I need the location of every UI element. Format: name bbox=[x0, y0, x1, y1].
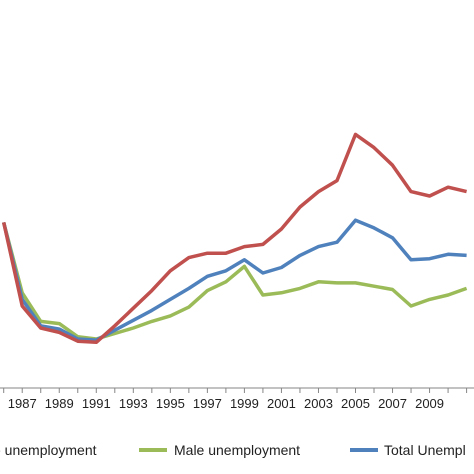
x-tick-label-1995: 1995 bbox=[156, 396, 185, 411]
legend-item-female: e unemployment bbox=[0, 442, 97, 458]
x-tick-label-1993: 1993 bbox=[119, 396, 148, 411]
x-tick-label-2003: 2003 bbox=[304, 396, 333, 411]
x-axis: 1987 1989 1991 1993 1995 1997 1999 2001 2003 2005… bbox=[0, 387, 474, 411]
legend-label-total: Total Unempl bbox=[384, 442, 466, 458]
series-line-female-unemployment bbox=[1, 132, 468, 345]
series-line-male-unemployment bbox=[2, 221, 468, 341]
legend-item-male: Male unemployment bbox=[139, 442, 300, 458]
x-tick-label-1987: 1987 bbox=[8, 396, 37, 411]
legend-label-female: e unemployment bbox=[0, 442, 97, 458]
x-tick-label-1999: 1999 bbox=[230, 396, 259, 411]
x-tick-label-2009: 2009 bbox=[415, 396, 444, 411]
x-tick-label-2005: 2005 bbox=[341, 396, 370, 411]
x-tick-label-2001: 2001 bbox=[267, 396, 296, 411]
x-tick-label-1991: 1991 bbox=[82, 396, 111, 411]
series-lines bbox=[1, 132, 468, 345]
legend-item-total: Total Unempl bbox=[350, 442, 466, 458]
x-tick-label-2007: 2007 bbox=[378, 396, 407, 411]
series-line-total-unemployment bbox=[1, 218, 467, 342]
x-tick-label-1997: 1997 bbox=[193, 396, 222, 411]
legend-label-male: Male unemployment bbox=[174, 442, 300, 458]
legend: e unemployment Male unemployment Total U… bbox=[0, 442, 466, 458]
x-tick-label-1989: 1989 bbox=[45, 396, 74, 411]
